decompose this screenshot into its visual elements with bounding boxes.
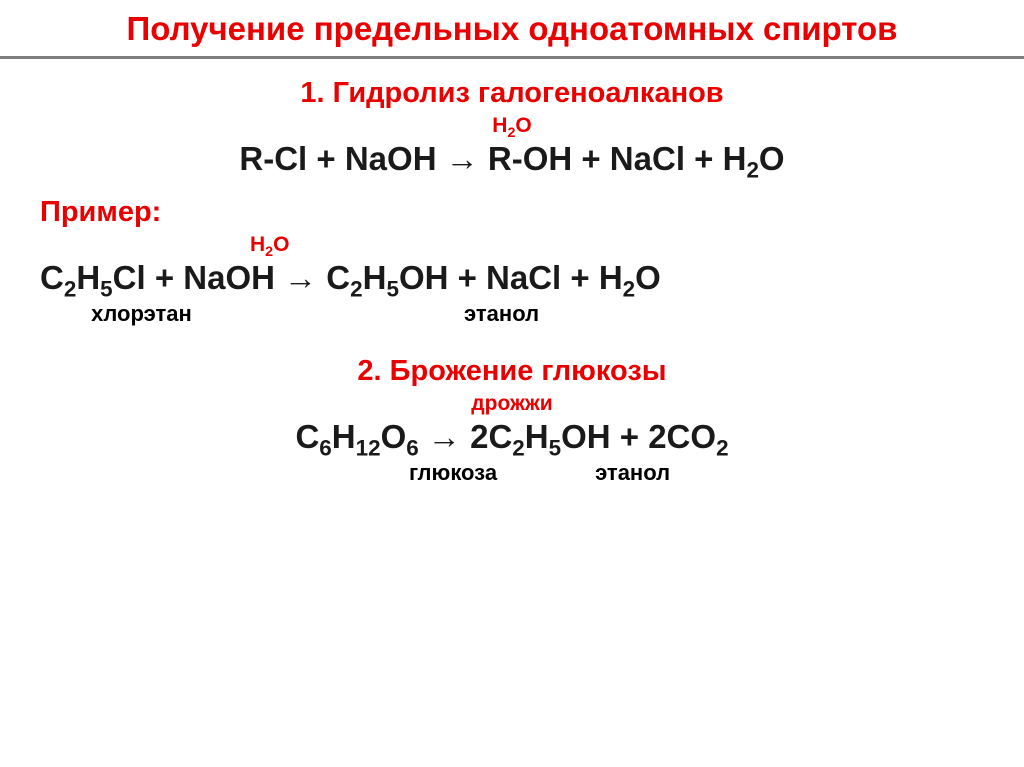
section1-equation: R-Cl + NaOH → R-OH + NaCl + H2O [40,140,984,178]
section2-left-sublabel: глюкоза [409,460,589,486]
section2-right-sublabel: этанол [595,460,775,486]
example-label: Пример: [40,196,984,229]
example-subrow: хлорэтан этанол [40,301,984,327]
section1-heading: 1. Гидролиз галогеноалканов [40,77,984,110]
example-right-sublabel: этанол [464,301,539,327]
example-left-sublabel: хлорэтан [91,301,192,327]
example-condition: H2O [40,233,984,257]
section2-subrow: глюкоза этанол [40,460,984,486]
slide-title: Получение предельных одноатомных спиртов [127,10,898,47]
example-equation-row: C2H5Cl + NaOH → C2H5OH + NaCl + H2O [40,259,984,297]
example-equation: C2H5Cl + NaOH → C2H5OH + NaCl + H2O [40,259,661,296]
slide-content: 1. Гидролиз галогеноалканов H2O R-Cl + N… [0,59,1024,486]
section2-equation: C6H12O6 → 2C2H5OH + 2CO2 [295,418,728,456]
section2-equation-row: C6H12O6 → 2C2H5OH + 2CO2 [40,418,984,456]
section2-condition: дрожжи [40,392,984,416]
section1-condition: H2O [40,114,984,138]
section2-heading: 2. Брожение глюкозы [40,355,984,388]
slide-title-bar: Получение предельных одноатомных спиртов [0,0,1024,56]
slide: Получение предельных одноатомных спиртов… [0,0,1024,767]
